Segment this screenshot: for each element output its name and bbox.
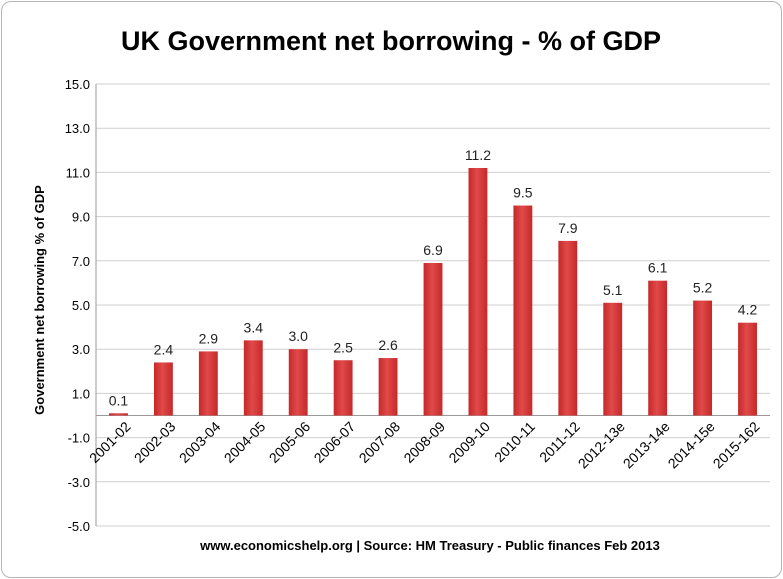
bar	[288, 349, 308, 416]
y-tick-label: 13.0	[65, 121, 90, 136]
y-tick-label: 15.0	[65, 77, 90, 92]
bar-value-label: 0.1	[109, 392, 129, 408]
x-tick-label: 2013-14e	[620, 418, 673, 471]
x-tick-label: 2009-10	[445, 418, 493, 466]
bar-value-label: 2.4	[154, 341, 174, 357]
x-tick-label: 2008-09	[400, 418, 448, 466]
y-tick-label: 5.0	[72, 298, 90, 313]
bar-value-label: 6.1	[648, 260, 668, 276]
data-labels: 0.1 2.4 2.9 3.4 3.0 2.5 2.6 6.9 11.2 9.5 7.9 5.1 6.1…	[109, 147, 758, 408]
x-tick-label: 2003-04	[176, 418, 224, 466]
bar-value-label: 2.9	[199, 330, 219, 346]
x-tick-label: 2015-162	[710, 418, 763, 471]
y-tick-label: 7.0	[72, 254, 90, 269]
x-tick-label: 2001-02	[86, 418, 134, 466]
bars	[109, 167, 757, 416]
bar-value-label: 11.2	[465, 147, 491, 163]
source-caption: www.economicshelp.org | Source: HM Treas…	[199, 538, 660, 553]
x-tick-label: 2014-15e	[665, 418, 718, 471]
bar	[603, 302, 623, 416]
bar	[243, 340, 263, 416]
bar-value-label: 7.9	[558, 220, 578, 236]
bar-value-label: 2.6	[378, 337, 398, 353]
y-tick-label: 11.0	[66, 165, 90, 180]
x-tick-labels: 2001-022002-032003-042004-052005-062006-…	[86, 418, 763, 471]
bar-value-label: 9.5	[513, 185, 533, 201]
bar	[693, 300, 713, 416]
bar-value-label: 5.1	[603, 282, 623, 298]
bar-value-label: 3.4	[244, 319, 264, 335]
bar	[109, 413, 128, 416]
x-tick-label: 2007-08	[356, 418, 404, 466]
y-tick-label: -3.0	[68, 475, 90, 490]
y-tick-label: 3.0	[72, 342, 90, 357]
bar-value-label: 2.5	[333, 339, 353, 355]
y-tick-label: -1.0	[68, 431, 90, 446]
bar	[423, 263, 443, 416]
bar-value-label: 4.2	[738, 302, 758, 318]
y-tick-label: 1.0	[72, 386, 90, 401]
x-tick-label: 2012-13e	[575, 418, 628, 471]
chart-title: UK Government net borrowing - % of GDP	[121, 26, 661, 56]
bar-value-label: 5.2	[693, 280, 713, 296]
bar	[333, 360, 353, 416]
x-tick-label: 2005-06	[266, 418, 314, 466]
bar	[378, 358, 398, 416]
y-tick-label: -5.0	[68, 519, 90, 534]
y-axis-label: Government net borrowing % of GDP	[32, 185, 47, 415]
bar	[558, 240, 578, 416]
bar-value-label: 3.0	[288, 328, 308, 344]
bar	[153, 362, 173, 416]
bar	[648, 280, 668, 416]
y-tick-labels: -5.0 -3.0 -1.0 1.0 3.0 5.0 7.0 9.0 11.0 13.0 15.0	[65, 77, 90, 534]
x-tick-label: 2004-05	[221, 418, 269, 466]
bar	[198, 351, 218, 416]
x-tick-label: 2010-11	[491, 418, 538, 465]
y-tick-label: 9.0	[72, 210, 90, 225]
bar-value-label: 6.9	[423, 242, 443, 258]
x-tick-label: 2002-03	[131, 418, 179, 466]
x-tick-label: 2006-07	[311, 418, 359, 466]
bar	[513, 205, 533, 416]
bar	[738, 322, 757, 416]
bar	[468, 167, 488, 416]
